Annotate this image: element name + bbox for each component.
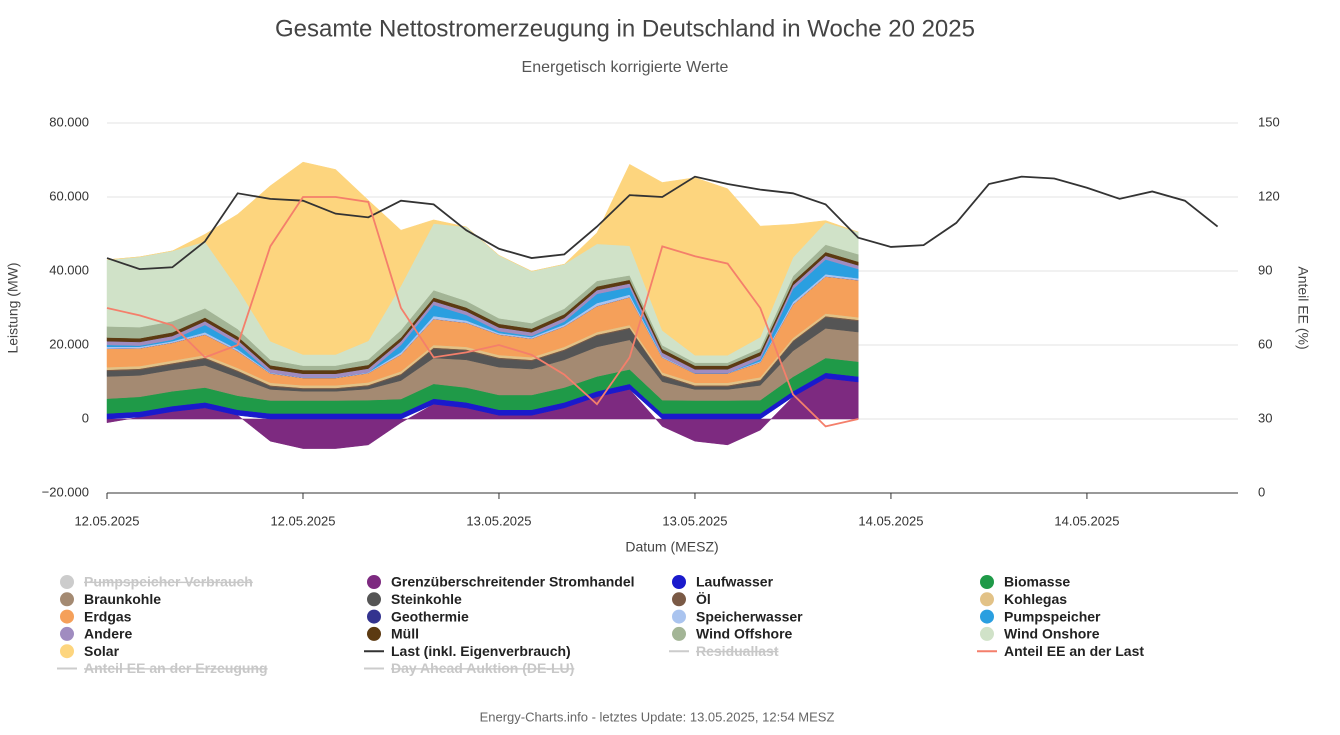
x-tick-label: 12.05.2025 [74, 513, 139, 528]
line [106, 175, 1219, 271]
legend-label: Solar [84, 643, 120, 659]
legend-symbol [367, 626, 381, 641]
y-tick-label: 60.000 [49, 188, 89, 203]
y-tick-label: 80.000 [49, 114, 89, 129]
chart-title: Gesamte Nettostromerzeugung in Deutschla… [275, 15, 975, 42]
legend-label: Grenzüberschreitender Stromhandel [391, 574, 635, 590]
y-tick-label: −20.000 [42, 484, 89, 499]
x-tick-label: 14.05.2025 [1054, 513, 1119, 528]
y2-tick-label: 120 [1258, 188, 1280, 203]
legend-label: Pumpspeicher [1004, 608, 1101, 624]
legend-item[interactable]: Wind Onshore [980, 626, 1100, 642]
legend-item[interactable]: Geothermie [367, 608, 469, 624]
legend-item[interactable]: Anteil EE an der Last [977, 643, 1144, 659]
legend-symbol [980, 575, 994, 589]
footer: Energy-Charts.info - letztes Update: 13.… [480, 709, 835, 724]
legend-item[interactable]: Speicherwasser [672, 608, 803, 624]
y-tick-label: 0 [82, 410, 89, 425]
legend-label: Braunkohle [84, 591, 161, 607]
x-tick-label: 12.05.2025 [270, 513, 335, 528]
x-axis-title: Datum (MESZ) [625, 539, 718, 555]
x-tick-label: 13.05.2025 [662, 513, 727, 528]
legend-item[interactable]: Pumpspeicher Verbrauch [60, 574, 253, 590]
legend-symbol [367, 592, 381, 607]
legend-symbol [980, 626, 994, 641]
legend-item[interactable]: Solar [60, 643, 120, 659]
axes: −20.000 0 20.000 40.000 60.000 80.000 0 30 60 90 1… [42, 114, 1280, 528]
legend-label: Geothermie [391, 608, 469, 624]
x-tick-label: 13.05.2025 [466, 513, 531, 528]
legend-label: Speicherwasser [696, 608, 803, 624]
legend-symbol [980, 609, 994, 624]
legend-label: Müll [391, 626, 419, 642]
legend-label: Laufwasser [696, 574, 774, 590]
x-tick-label: 14.05.2025 [858, 513, 923, 528]
legend-label: Andere [84, 626, 132, 642]
y2-tick-label: 150 [1258, 114, 1280, 129]
legend-item[interactable]: Last (inkl. Eigenverbrauch) [364, 643, 571, 659]
line [106, 196, 859, 428]
lines [106, 175, 1219, 428]
legend-item[interactable]: Wind Offshore [672, 626, 793, 642]
legend-symbol [672, 592, 686, 607]
legend-item[interactable]: Grenzüberschreitender Stromhandel [367, 574, 635, 590]
legend-label: Last (inkl. Eigenverbrauch) [391, 643, 571, 659]
legend-item[interactable]: Kohlegas [980, 591, 1067, 607]
legend-symbol [60, 609, 74, 624]
legend-label: Residuallast [696, 643, 779, 659]
legend-symbol [60, 626, 74, 641]
legend-label: Wind Offshore [696, 626, 793, 642]
y2-tick-label: 90 [1258, 262, 1272, 277]
legend-item[interactable]: Steinkohle [367, 591, 462, 607]
legend-item[interactable]: Laufwasser [672, 574, 774, 590]
legend-item[interactable]: Müll [367, 626, 419, 642]
y-tick-label: 20.000 [49, 336, 89, 351]
legend-label: Kohlegas [1004, 591, 1067, 607]
legend-item[interactable]: Anteil EE an der Erzeugung [57, 660, 268, 676]
legend-item[interactable]: Braunkohle [60, 591, 161, 607]
y-tick-label: 40.000 [49, 262, 89, 277]
legend-item[interactable]: Day Ahead Auktion (DE-LU) [364, 660, 574, 676]
legend-symbol [367, 575, 381, 589]
legend-item[interactable]: Andere [60, 626, 132, 642]
legend-label: Anteil EE an der Last [1004, 643, 1144, 659]
legend-symbol [672, 609, 686, 624]
legend-label: Wind Onshore [1004, 626, 1100, 642]
y2-tick-label: 0 [1258, 484, 1265, 499]
legend-item[interactable]: Öl [672, 591, 711, 607]
y2-tick-label: 60 [1258, 336, 1272, 351]
legend-symbol [672, 575, 686, 589]
legend-symbol [60, 644, 74, 659]
y2-axis-title: Anteil EE (%) [1295, 266, 1311, 349]
chart-subtitle: Energetisch korrigierte Werte [522, 59, 729, 76]
legend-label: Pumpspeicher Verbrauch [84, 574, 253, 590]
legend-item[interactable]: Pumpspeicher [980, 608, 1101, 624]
legend-label: Erdgas [84, 608, 132, 624]
legend-label: Öl [696, 591, 711, 607]
legend-item[interactable]: Residuallast [669, 643, 779, 659]
legend-symbol [60, 575, 74, 589]
legend-label: Day Ahead Auktion (DE-LU) [391, 660, 574, 676]
legend-symbol [60, 592, 74, 607]
areas [106, 161, 859, 449]
legend-label: Steinkohle [391, 591, 462, 607]
legend-symbol [980, 592, 994, 607]
y-axis-title: Leistung (MW) [5, 262, 21, 353]
legend-item[interactable]: Erdgas [60, 608, 132, 624]
legend-label: Biomasse [1004, 574, 1070, 590]
legend-symbol [672, 626, 686, 641]
legend-symbol [367, 609, 381, 624]
legend-item[interactable]: Biomasse [980, 574, 1070, 590]
y2-tick-label: 30 [1258, 410, 1272, 425]
legend-label: Anteil EE an der Erzeugung [84, 660, 268, 676]
